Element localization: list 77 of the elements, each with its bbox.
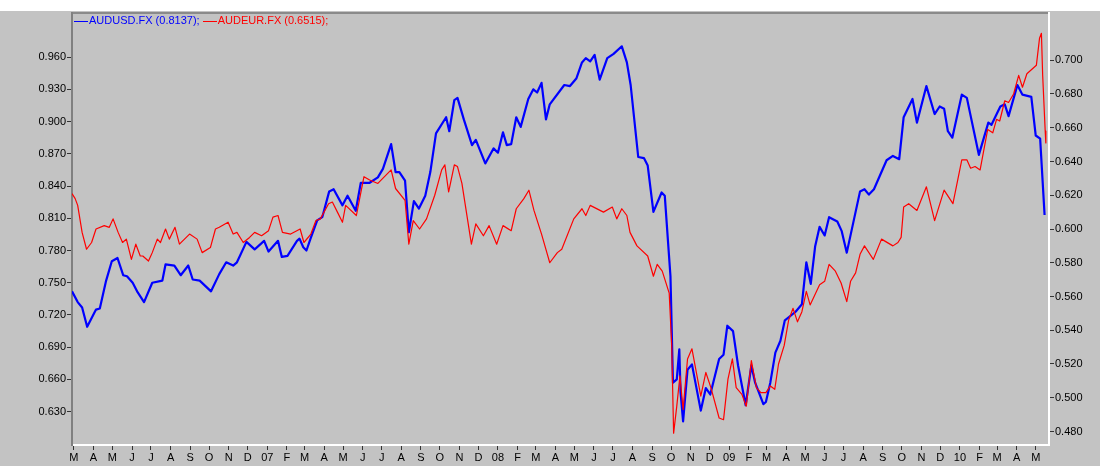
y2-tick-label: 0.520	[1055, 357, 1083, 370]
x-tick-label: A	[628, 450, 637, 463]
x-tick-label: D	[474, 450, 483, 463]
x-tick-label: F	[976, 450, 984, 463]
x-tick-label: D	[705, 450, 714, 463]
x-tick-label: N	[224, 450, 233, 463]
y2-tick-label: 0.700	[1055, 53, 1083, 66]
x-tick-label: F	[514, 450, 522, 463]
x-tick-label: M	[1031, 450, 1041, 463]
x-tick-label: J	[148, 450, 154, 463]
y2-tick-label: 0.660	[1055, 120, 1083, 133]
x-tick-label: A	[320, 450, 329, 463]
x-tick-label: M	[338, 450, 348, 463]
x-tick-label: N	[686, 450, 695, 463]
y2-tick-label: 0.540	[1055, 323, 1083, 336]
y-tick-label: 0.780	[38, 243, 66, 256]
x-tick-label: O	[897, 450, 907, 463]
x-tick-label: M	[800, 450, 810, 463]
y-tick-label: 0.870	[38, 146, 66, 159]
y2-tick-label: 0.620	[1055, 188, 1083, 201]
x-tick-label: J	[821, 450, 828, 463]
y-tick-label: 0.960	[38, 50, 66, 63]
y2-tick-label: 0.580	[1055, 255, 1083, 268]
x-tick-label: J	[378, 450, 385, 463]
y2-tick-label: 0.600	[1055, 222, 1083, 235]
x-tick-label: A	[89, 450, 98, 463]
x-tick-label: S	[417, 450, 425, 463]
x-tick-label: M	[299, 450, 310, 463]
x-tick-label: S	[879, 450, 887, 463]
y-tick-label: 0.840	[38, 179, 66, 192]
x-tick-label: D	[936, 450, 945, 463]
x-tick-label: A	[397, 450, 406, 463]
x-tick-label: J	[591, 450, 597, 463]
x-tick-label: M	[107, 450, 118, 463]
x-tick-label: 09	[723, 450, 736, 463]
x-tick-label: M	[569, 450, 579, 463]
x-tick-label: J	[610, 450, 616, 463]
x-tick-label: S	[186, 450, 194, 463]
x-tick-label: D	[243, 450, 252, 463]
y-tick-label: 0.660	[38, 372, 66, 385]
x-tick-label: 08	[491, 450, 505, 463]
y-tick-label: 0.810	[38, 211, 66, 224]
x-tick-label: O	[204, 450, 214, 463]
y2-tick-label: 0.680	[1055, 87, 1083, 100]
y-tick-label: 0.900	[38, 114, 66, 127]
x-tick-label: M	[69, 450, 79, 463]
x-tick-label: M	[992, 450, 1002, 463]
x-tick-label: A	[1013, 450, 1022, 463]
y-tick-label: 0.930	[38, 82, 66, 95]
text: AUDUSD.FX (0.8137);	[89, 14, 200, 26]
x-tick-label: S	[648, 450, 656, 463]
x-tick-label: O	[435, 450, 445, 463]
x-tick-label: F	[745, 450, 753, 463]
x-tick-label: J	[840, 450, 847, 463]
x-tick-label: J	[359, 450, 366, 463]
x-tick-label: J	[129, 450, 135, 463]
legend-label: AUDEUR.FX (0.6515);	[217, 14, 329, 26]
y2-tick-label: 0.480	[1055, 424, 1083, 437]
y2-tick-label: 0.560	[1055, 289, 1083, 302]
x-tick-label: A	[859, 450, 868, 463]
x-tick-label: 07	[261, 450, 274, 463]
y-tick-label: 0.690	[38, 340, 66, 353]
x-tick-label: A	[782, 450, 791, 463]
x-tick-label: M	[531, 450, 541, 463]
x-tick-label: O	[666, 450, 676, 463]
x-tick-label: M	[761, 450, 772, 463]
y-tick-label: 0.630	[38, 404, 66, 417]
x-tick-label: F	[283, 450, 291, 463]
y2-tick-label: 0.500	[1055, 390, 1083, 403]
y-tick-label: 0.720	[38, 308, 66, 320]
x-tick-label: A	[166, 450, 175, 463]
x-tick-label: N	[455, 450, 464, 463]
y-tick-label: 0.750	[38, 275, 66, 288]
x-tick-label: A	[551, 450, 560, 463]
y2-tick-label: 0.640	[1055, 154, 1083, 167]
x-tick-label: N	[917, 450, 926, 463]
x-tick-label: 10	[953, 450, 967, 463]
